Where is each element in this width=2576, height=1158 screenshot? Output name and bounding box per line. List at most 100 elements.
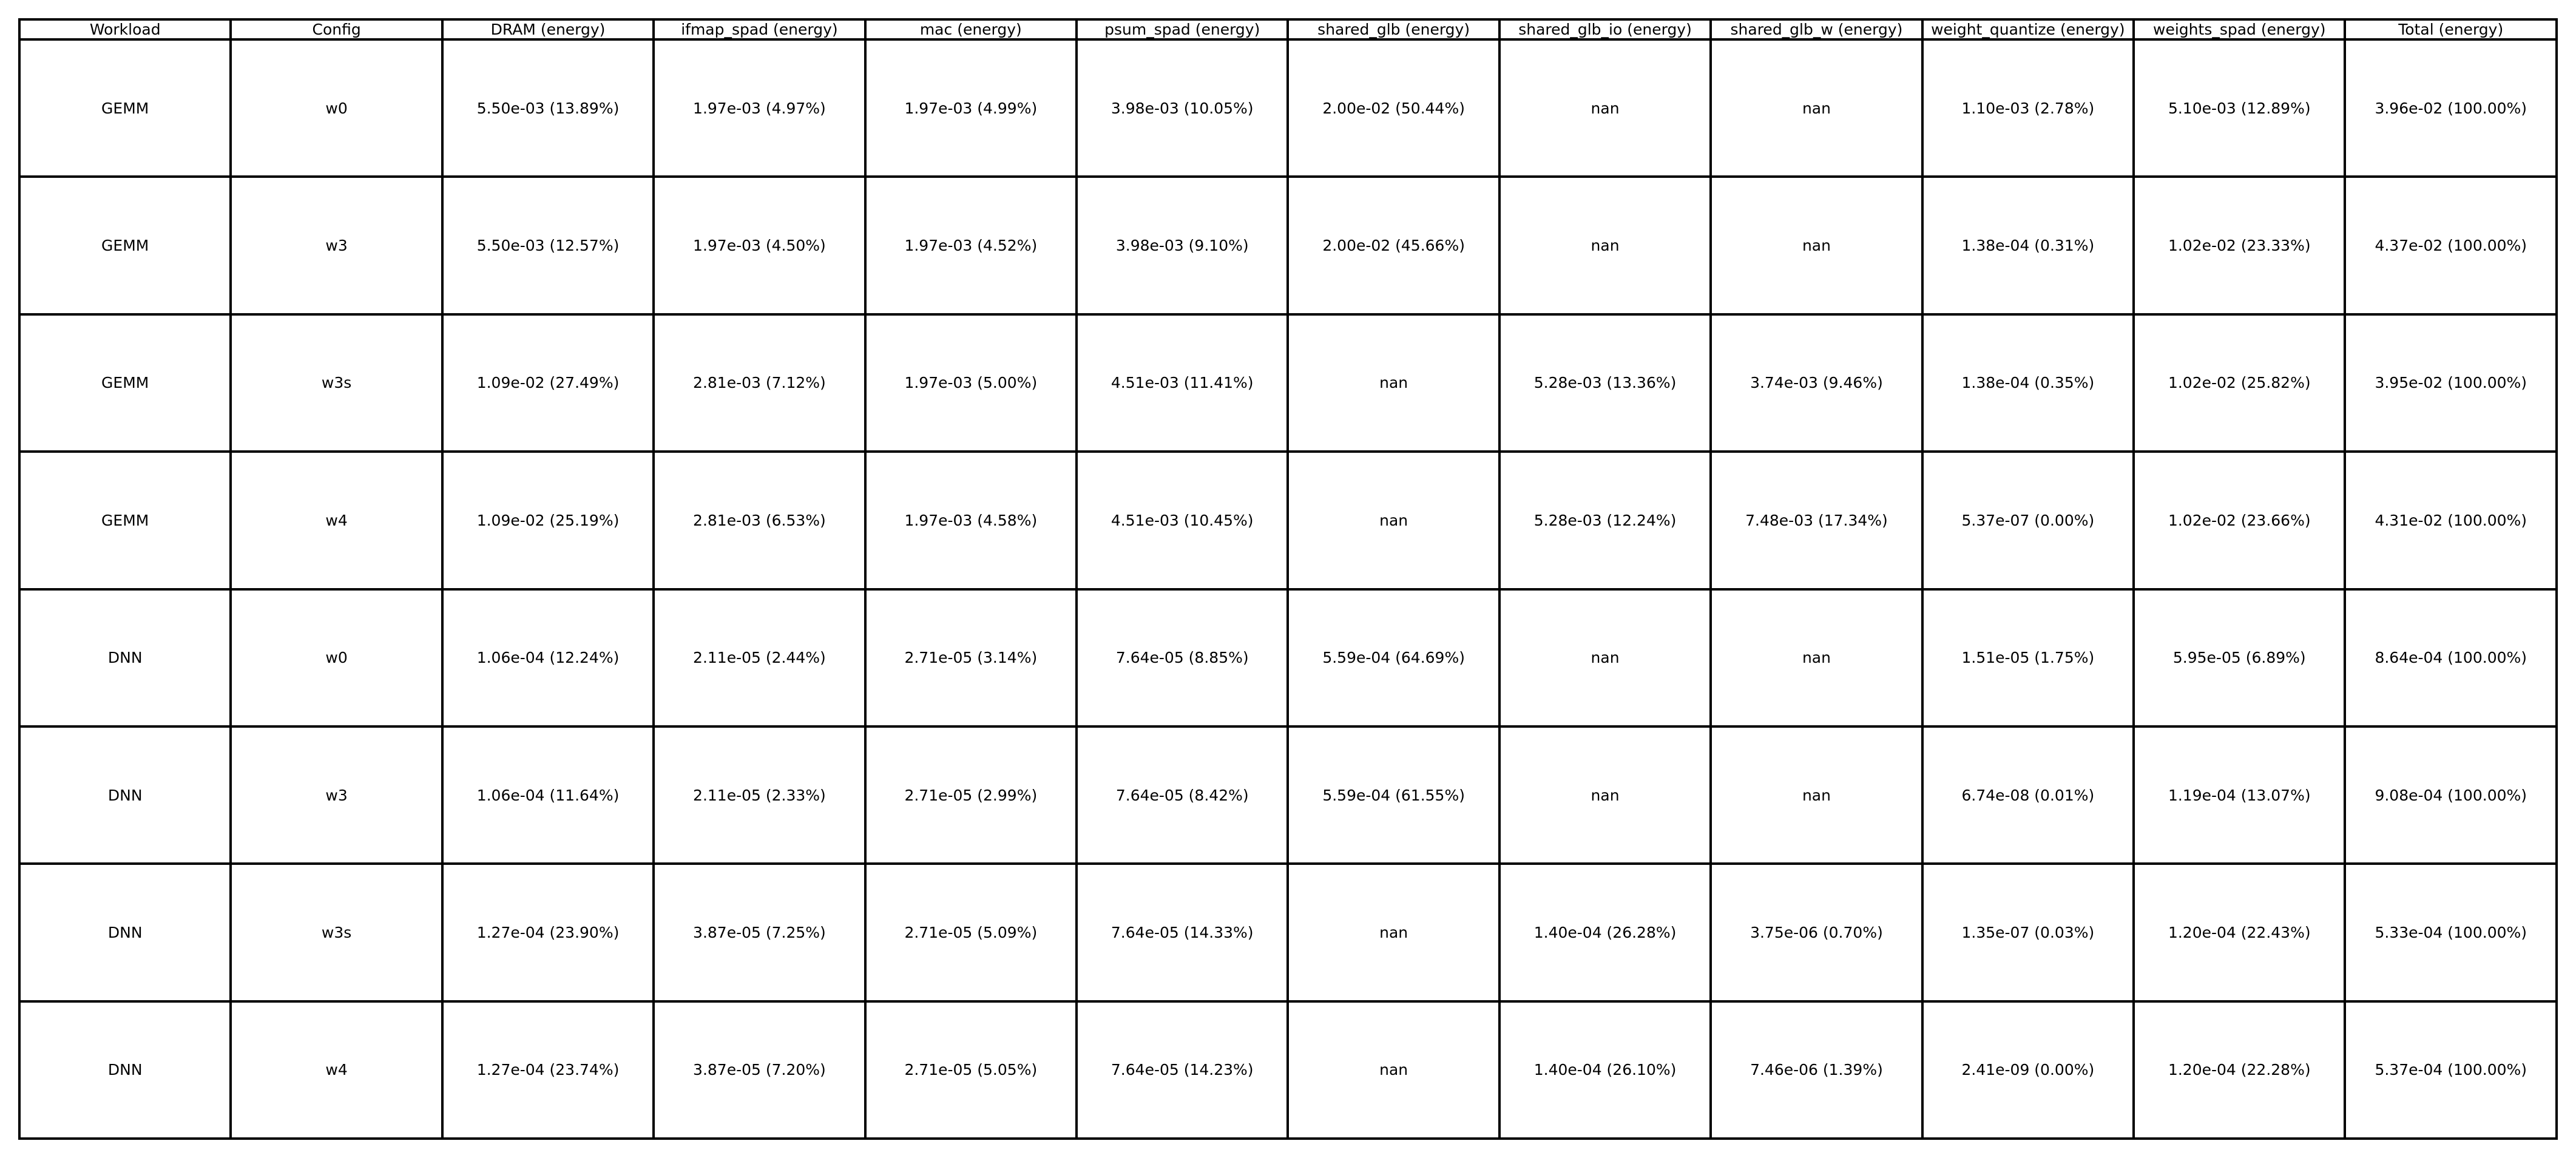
column-header: psum_spad (energy) [1075, 18, 1290, 41]
table-row: DNN w3 1.06e-04 (11.64%) 2.11e-05 (2.33%) 2.… [18, 725, 2558, 865]
table-cell: 6.74e-08 (0.01%) [1921, 725, 2135, 865]
table-cell: 4.37e-02 (100.00%) [2344, 175, 2558, 316]
table-cell: 5.28e-03 (13.36%) [1498, 313, 1712, 453]
table-cell: 2.11e-05 (2.33%) [652, 725, 867, 865]
table-cell: nan [1709, 175, 1924, 316]
table-cell: 1.27e-04 (23.74%) [441, 1000, 655, 1140]
table-row: GEMM w0 5.50e-03 (13.89%) 1.97e-03 (4.97%) 1… [18, 38, 2558, 178]
table-cell: 3.95e-02 (100.00%) [2344, 313, 2558, 453]
table-cell: w4 [229, 1000, 444, 1140]
column-header: DRAM (energy) [441, 18, 655, 41]
table-cell: 7.64e-05 (8.85%) [1075, 587, 1290, 728]
table-cell: DNN [18, 1000, 232, 1140]
table-cell: 1.35e-07 (0.03%) [1921, 862, 2135, 1003]
table-cell: 5.33e-04 (100.00%) [2344, 862, 2558, 1003]
table-cell: GEMM [18, 313, 232, 453]
table-cell: nan [1498, 725, 1712, 865]
table-cell: 1.02e-02 (23.66%) [2132, 450, 2347, 591]
table-cell: DNN [18, 862, 232, 1003]
table-cell: 4.51e-03 (11.41%) [1075, 313, 1290, 453]
table-cell: nan [1286, 1000, 1501, 1140]
table-cell: DNN [18, 725, 232, 865]
column-header: Config [229, 18, 444, 41]
table-cell: 5.37e-04 (100.00%) [2344, 1000, 2558, 1140]
table-cell: 1.97e-03 (5.00%) [864, 313, 1078, 453]
table-header: Workload Config DRAM (energy) ifmap_spad (e… [18, 18, 2558, 41]
table-cell: 5.28e-03 (12.24%) [1498, 450, 1712, 591]
table-cell: 9.08e-04 (100.00%) [2344, 725, 2558, 865]
table-row: DNN w0 1.06e-04 (12.24%) 2.11e-05 (2.44%) 2.… [18, 587, 2558, 728]
table-cell: 2.11e-05 (2.44%) [652, 587, 867, 728]
column-header: shared_glb (energy) [1286, 18, 1501, 41]
table-cell: 2.41e-09 (0.00%) [1921, 1000, 2135, 1140]
column-header: Workload [18, 18, 232, 41]
table-cell: 1.09e-02 (25.19%) [441, 450, 655, 591]
table-cell: nan [1286, 862, 1501, 1003]
column-header: mac (energy) [864, 18, 1078, 41]
table-cell: w3s [229, 862, 444, 1003]
column-header: weight_quantize (energy) [1921, 18, 2135, 41]
table-cell: 2.00e-02 (50.44%) [1286, 38, 1501, 178]
table-cell: w3 [229, 725, 444, 865]
table-row: GEMM w3 5.50e-03 (12.57%) 1.97e-03 (4.50%) 1… [18, 175, 2558, 316]
table-cell: 7.48e-03 (17.34%) [1709, 450, 1924, 591]
table-cell: 1.20e-04 (22.28%) [2132, 1000, 2347, 1140]
table-row: DNN w4 1.27e-04 (23.74%) 3.87e-05 (7.20%) 2.… [18, 1000, 2558, 1140]
table-cell: nan [1709, 587, 1924, 728]
table-cell: 1.38e-04 (0.35%) [1921, 313, 2135, 453]
table-cell: 1.02e-02 (23.33%) [2132, 175, 2347, 316]
table-cell: 5.10e-03 (12.89%) [2132, 38, 2347, 178]
table-cell: nan [1286, 313, 1501, 453]
table-cell: 1.40e-04 (26.28%) [1498, 862, 1712, 1003]
header-row: Workload Config DRAM (energy) ifmap_spad (e… [18, 18, 2558, 41]
table-cell: 5.59e-04 (61.55%) [1286, 725, 1501, 865]
table-cell: 1.40e-04 (26.10%) [1498, 1000, 1712, 1140]
table-cell: 1.97e-03 (4.97%) [652, 38, 867, 178]
table-cell: 4.51e-03 (10.45%) [1075, 450, 1290, 591]
table-row: DNN w3s 1.27e-04 (23.90%) 3.87e-05 (7.25%) 2… [18, 862, 2558, 1003]
table-cell: w0 [229, 587, 444, 728]
table-cell: 1.97e-03 (4.50%) [652, 175, 867, 316]
table-cell: nan [1286, 450, 1501, 591]
table-cell: w3 [229, 175, 444, 316]
table-cell: 3.98e-03 (9.10%) [1075, 175, 1290, 316]
table-cell: GEMM [18, 38, 232, 178]
table-cell: 7.64e-05 (14.33%) [1075, 862, 1290, 1003]
table-cell: 2.71e-05 (3.14%) [864, 587, 1078, 728]
table-cell: 1.20e-04 (22.43%) [2132, 862, 2347, 1003]
column-header: Total (energy) [2344, 18, 2558, 41]
table-cell: 8.64e-04 (100.00%) [2344, 587, 2558, 728]
table-cell: 3.75e-06 (0.70%) [1709, 862, 1924, 1003]
table-cell: w0 [229, 38, 444, 178]
table-cell: nan [1709, 38, 1924, 178]
table-cell: 3.87e-05 (7.20%) [652, 1000, 867, 1140]
table-cell: DNN [18, 587, 232, 728]
table-cell: GEMM [18, 175, 232, 316]
table-cell: 2.00e-02 (45.66%) [1286, 175, 1501, 316]
table-cell: 1.06e-04 (12.24%) [441, 587, 655, 728]
table-cell: 2.81e-03 (7.12%) [652, 313, 867, 453]
table-body: GEMM w0 5.50e-03 (13.89%) 1.97e-03 (4.97%) 1… [18, 38, 2558, 1140]
column-header: shared_glb_io (energy) [1498, 18, 1712, 41]
table-cell: 7.46e-06 (1.39%) [1709, 1000, 1924, 1140]
table-cell: 7.64e-05 (8.42%) [1075, 725, 1290, 865]
table-cell: 2.71e-05 (5.05%) [864, 1000, 1078, 1140]
energy-breakdown-table-container: Workload Config DRAM (energy) ifmap_spad (e… [18, 18, 2558, 1140]
table-cell: 3.87e-05 (7.25%) [652, 862, 867, 1003]
table-cell: nan [1709, 725, 1924, 865]
energy-breakdown-table: Workload Config DRAM (energy) ifmap_spad (e… [18, 18, 2558, 1140]
table-cell: 7.64e-05 (14.23%) [1075, 1000, 1290, 1140]
table-cell: 5.50e-03 (13.89%) [441, 38, 655, 178]
table-cell: 5.37e-07 (0.00%) [1921, 450, 2135, 591]
table-cell: 1.97e-03 (4.52%) [864, 175, 1078, 316]
table-cell: nan [1498, 587, 1712, 728]
table-cell: 1.19e-04 (13.07%) [2132, 725, 2347, 865]
table-cell: 5.59e-04 (64.69%) [1286, 587, 1501, 728]
table-cell: 1.97e-03 (4.58%) [864, 450, 1078, 591]
table-cell: 2.71e-05 (5.09%) [864, 862, 1078, 1003]
table-cell: 1.38e-04 (0.31%) [1921, 175, 2135, 316]
table-cell: 3.96e-02 (100.00%) [2344, 38, 2558, 178]
table-row: GEMM w3s 1.09e-02 (27.49%) 2.81e-03 (7.12%)… [18, 313, 2558, 453]
table-cell: 1.27e-04 (23.90%) [441, 862, 655, 1003]
table-cell: 2.71e-05 (2.99%) [864, 725, 1078, 865]
